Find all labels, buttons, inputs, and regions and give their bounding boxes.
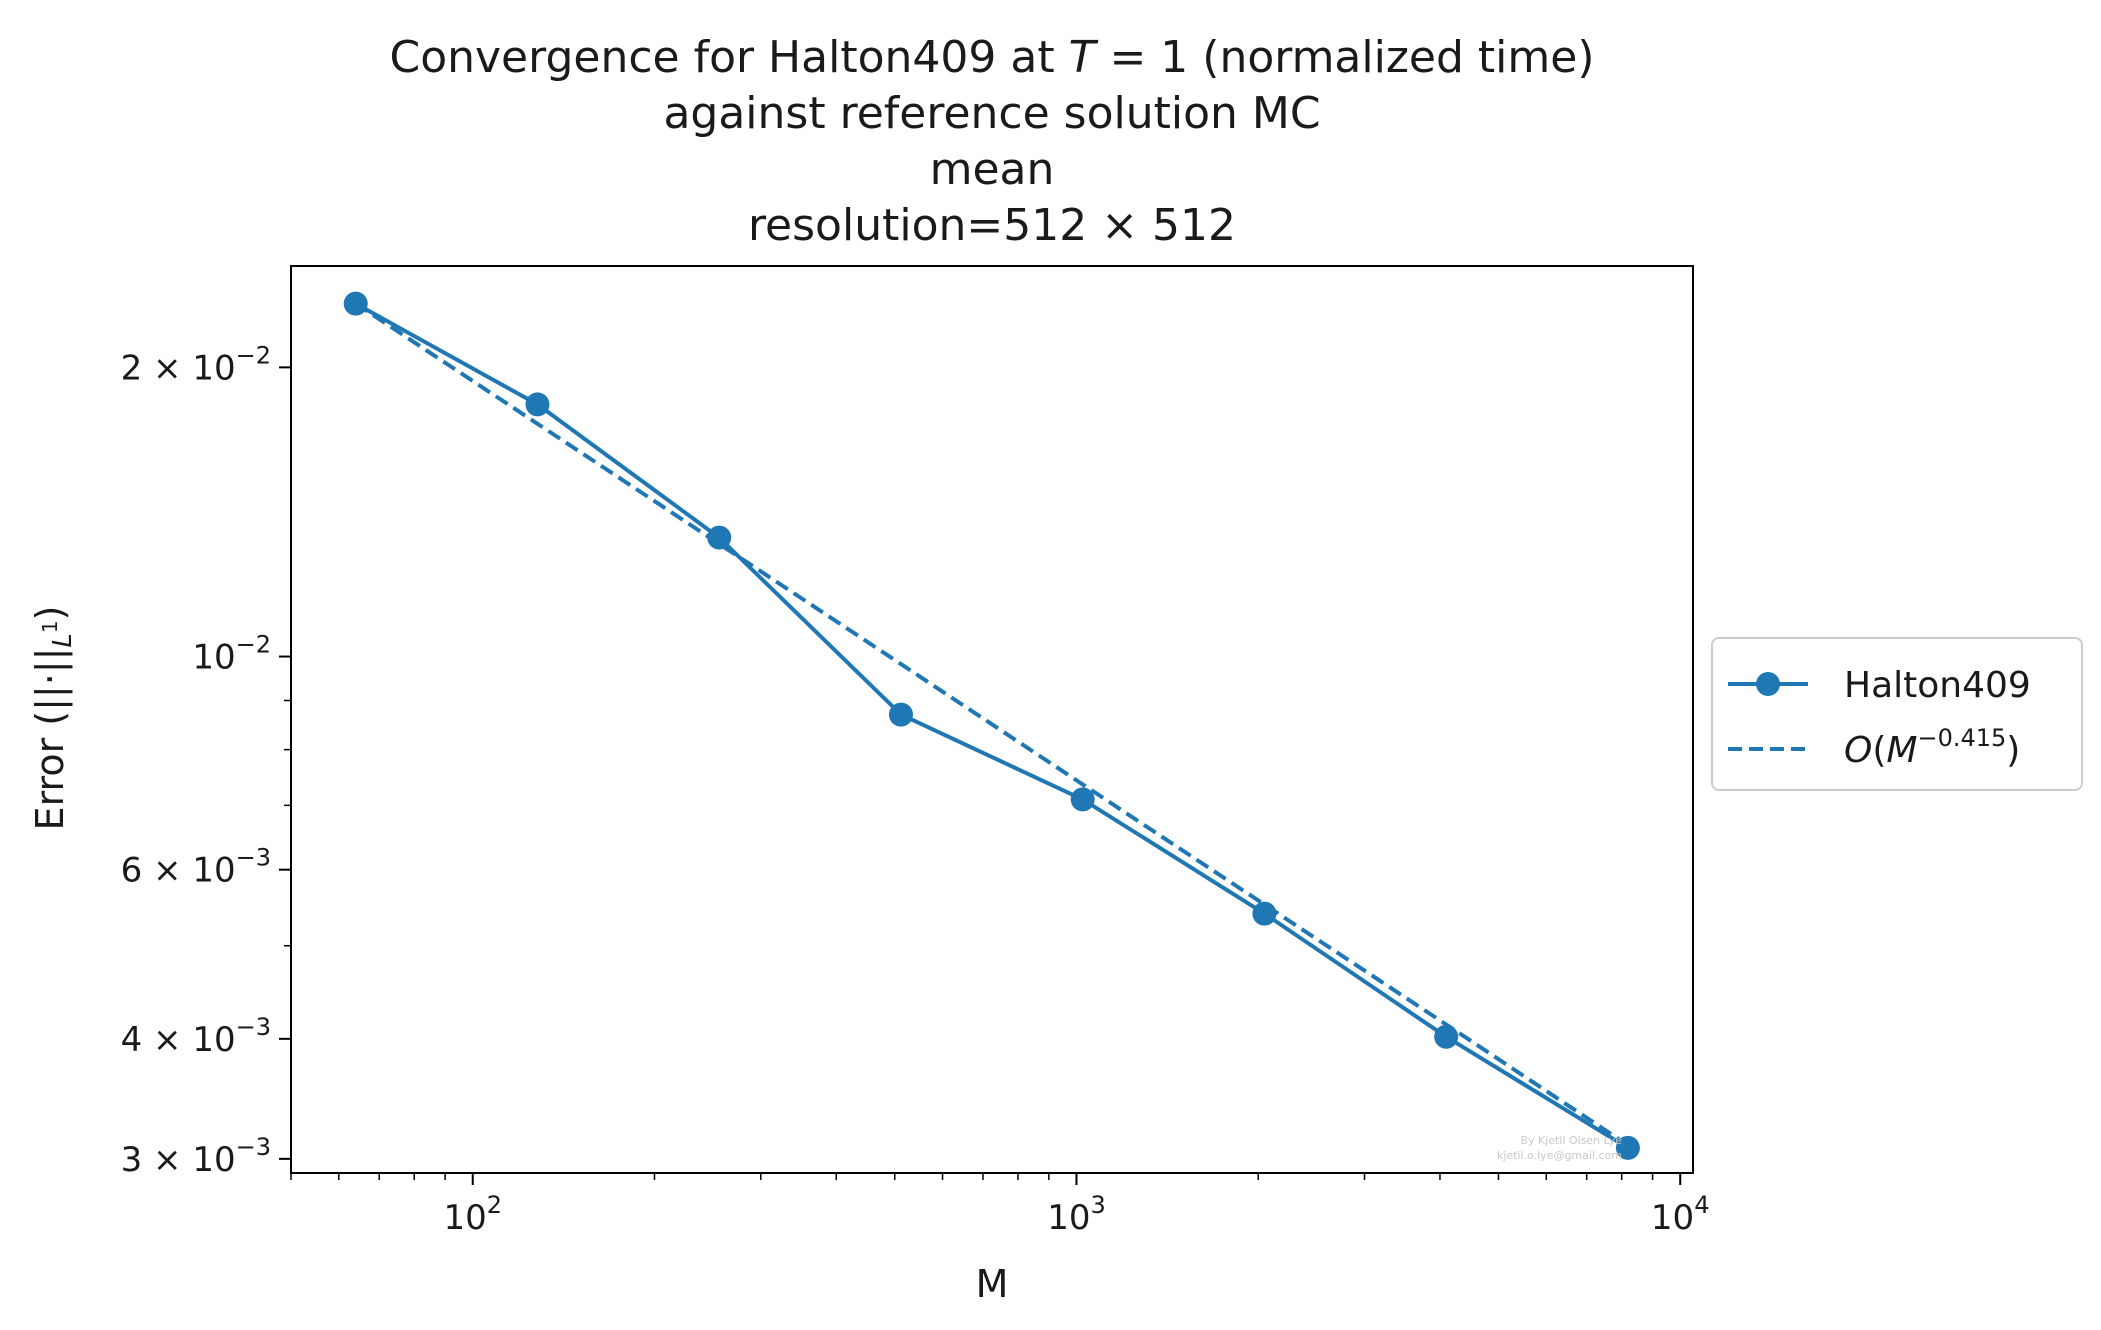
plot-area bbox=[290, 265, 1694, 1174]
data-point bbox=[525, 392, 550, 417]
data-point bbox=[707, 525, 732, 550]
data-point bbox=[1252, 901, 1277, 926]
y-tick-label: 2 × 10−2 bbox=[121, 341, 271, 388]
legend-halton-marker bbox=[1756, 672, 1780, 696]
y-tick-label: 10−2 bbox=[192, 631, 271, 678]
x-tick-label: 104 bbox=[1651, 1191, 1710, 1238]
data-point bbox=[343, 291, 368, 316]
y-tick-label: 3 × 10−3 bbox=[121, 1133, 271, 1180]
x-tick-label: 102 bbox=[443, 1191, 502, 1238]
title-line-2: against reference solution MC bbox=[663, 88, 1320, 139]
y-axis-ticks: 3 × 10−3 4 × 10−3 6 × 10−3 10−2 2 × 10−2 bbox=[121, 341, 291, 1180]
title-line-1: Convergence for Halton409 at T = 1 (norm… bbox=[389, 32, 1594, 83]
y-tick-label: 6 × 10−3 bbox=[121, 844, 271, 891]
x-axis-ticks: 102 103 104 bbox=[443, 1173, 1709, 1238]
data-point bbox=[888, 702, 913, 727]
watermark: By Kjetil Olsen Lye kjetil.o.lye@gmail.c… bbox=[1497, 1134, 1622, 1162]
series-line-fit bbox=[354, 301, 1630, 1147]
y-tick-label: 4 × 10−3 bbox=[121, 1013, 271, 1060]
data-point bbox=[1070, 787, 1095, 812]
title-line-4: resolution=512 × 512 bbox=[748, 200, 1236, 251]
y-axis-label: Error (||·||L1) bbox=[28, 606, 78, 831]
legend-box bbox=[1711, 637, 2083, 791]
watermark-line-1: By Kjetil Olsen Lye bbox=[1520, 1134, 1622, 1147]
data-point bbox=[1434, 1024, 1459, 1049]
legend: Halton409 O(M−0.415) bbox=[1711, 637, 2083, 791]
data-point bbox=[1615, 1135, 1640, 1160]
legend-halton-label: Halton409 bbox=[1844, 665, 2031, 706]
x-tick-label: 103 bbox=[1047, 1191, 1106, 1238]
x-axis-label: M bbox=[976, 1262, 1009, 1306]
series-line-halton409 bbox=[354, 301, 1629, 1150]
chart-title: Convergence for Halton409 at T = 1 (norm… bbox=[389, 32, 1594, 251]
watermark-line-2: kjetil.o.lye@gmail.com bbox=[1497, 1149, 1622, 1162]
title-line-3: mean bbox=[930, 144, 1055, 195]
minor-ticks bbox=[284, 699, 1654, 1180]
series-layer bbox=[343, 291, 1640, 1160]
